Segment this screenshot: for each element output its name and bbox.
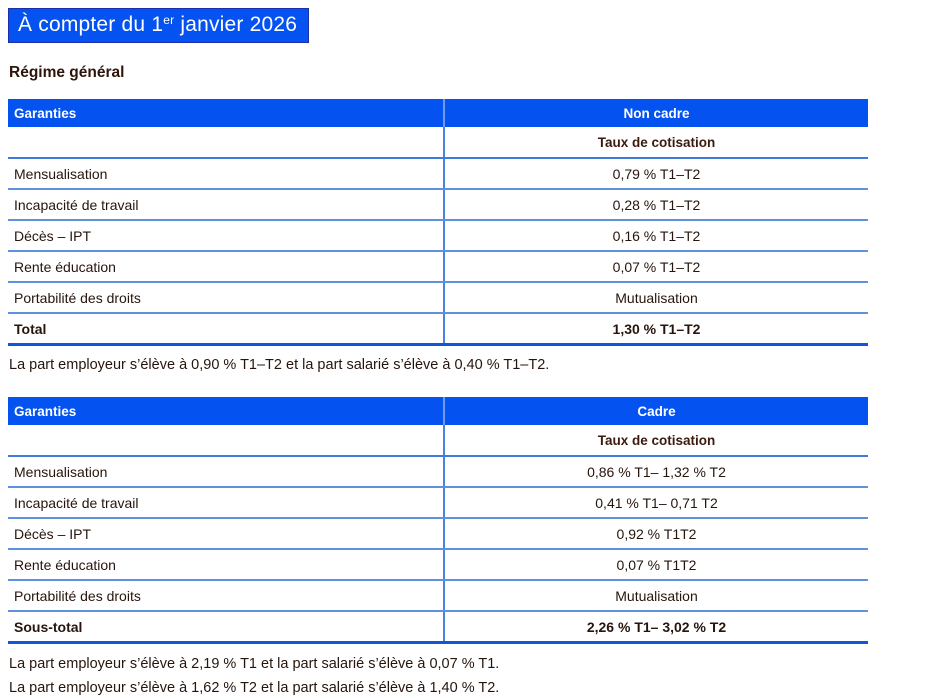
table-row: Mensualisation 0,86 % T1– 1,32 % T2 xyxy=(8,456,868,489)
row-value: 0,16 % T1–T2 xyxy=(443,220,868,252)
table-row: Portabilité des droits Mutualisation xyxy=(8,282,868,314)
table-row: Décès – IPT 0,92 % T1T2 xyxy=(8,518,868,551)
empty-cell xyxy=(8,127,444,159)
table-row: Décès – IPT 0,16 % T1–T2 xyxy=(8,220,868,252)
section-heading: Régime général xyxy=(9,64,125,81)
row-label: Total xyxy=(8,313,444,346)
table-row: Incapacité de travail 0,41 % T1– 0,71 T2 xyxy=(8,487,868,520)
table-subheader-row: Taux de cotisation xyxy=(8,425,868,458)
garanties-header-cell: Garanties xyxy=(8,99,444,127)
row-value: 0,41 % T1– 0,71 T2 xyxy=(443,487,868,520)
title-text-prefix: À compter du 1 xyxy=(18,13,164,36)
row-label: Décès – IPT xyxy=(8,518,444,551)
row-label: Sous-total xyxy=(8,611,444,645)
footnote-non-cadre: La part employeur s’élève à 0,90 % T1–T2… xyxy=(9,357,550,373)
row-value: Mutualisation xyxy=(443,282,868,314)
taux-subheader-cell: Taux de cotisation xyxy=(443,425,868,458)
footnote-cadre-line2: La part employeur s’élève à 1,62 % T2 et… xyxy=(9,679,500,696)
row-label: Décès – IPT xyxy=(8,220,444,252)
row-label: Portabilité des droits xyxy=(8,580,444,613)
empty-cell xyxy=(8,425,444,458)
table-header-row: Garanties Cadre xyxy=(8,397,868,426)
non-cadre-table: Garanties Non cadre Taux de cotisation M… xyxy=(8,99,868,346)
row-value: 0,28 % T1–T2 xyxy=(443,189,868,221)
row-value: 0,86 % T1– 1,32 % T2 xyxy=(443,456,868,489)
category-header-cell: Cadre xyxy=(443,397,868,426)
taux-subheader-cell: Taux de cotisation xyxy=(443,127,868,159)
footnote-cadre-line1: La part employeur s’élève à 2,19 % T1 et… xyxy=(9,656,500,673)
row-value: 0,07 % T1T2 xyxy=(443,549,868,582)
row-label: Rente éducation xyxy=(8,549,444,582)
row-label: Incapacité de travail xyxy=(8,487,444,520)
row-value: 0,79 % T1–T2 xyxy=(443,158,868,190)
row-value: 1,30 % T1–T2 xyxy=(443,313,868,346)
table-subheader-row: Taux de cotisation xyxy=(8,127,868,159)
row-value: 0,92 % T1T2 xyxy=(443,518,868,551)
table-row: Mensualisation 0,79 % T1–T2 xyxy=(8,158,868,190)
table-row: Rente éducation 0,07 % T1–T2 xyxy=(8,251,868,283)
page-title: À compter du 1er janvier 2026 xyxy=(8,8,310,43)
row-label: Portabilité des droits xyxy=(8,282,444,314)
row-label: Mensualisation xyxy=(8,158,444,190)
cadre-table: Garanties Cadre Taux de cotisation Mensu… xyxy=(8,397,868,645)
table-row: Incapacité de travail 0,28 % T1–T2 xyxy=(8,189,868,221)
table-row: Portabilité des droits Mutualisation xyxy=(8,580,868,613)
row-label: Incapacité de travail xyxy=(8,189,444,221)
category-header-cell: Non cadre xyxy=(443,99,868,127)
table-subtotal-row: Sous-total 2,26 % T1– 3,02 % T2 xyxy=(8,611,868,645)
garanties-header-cell: Garanties xyxy=(8,397,444,426)
document-page: À compter du 1er janvier 2026 Régime gén… xyxy=(8,8,868,696)
table-header-row: Garanties Non cadre xyxy=(8,99,868,127)
row-value: 2,26 % T1– 3,02 % T2 xyxy=(443,611,868,645)
table-row: Rente éducation 0,07 % T1T2 xyxy=(8,549,868,582)
row-value: 0,07 % T1–T2 xyxy=(443,251,868,283)
table-total-row: Total 1,30 % T1–T2 xyxy=(8,313,868,346)
row-value: Mutualisation xyxy=(443,580,868,613)
title-text-suffix: janvier 2026 xyxy=(174,13,298,36)
row-label: Mensualisation xyxy=(8,456,444,489)
title-superscript: er xyxy=(163,13,175,27)
row-label: Rente éducation xyxy=(8,251,444,283)
